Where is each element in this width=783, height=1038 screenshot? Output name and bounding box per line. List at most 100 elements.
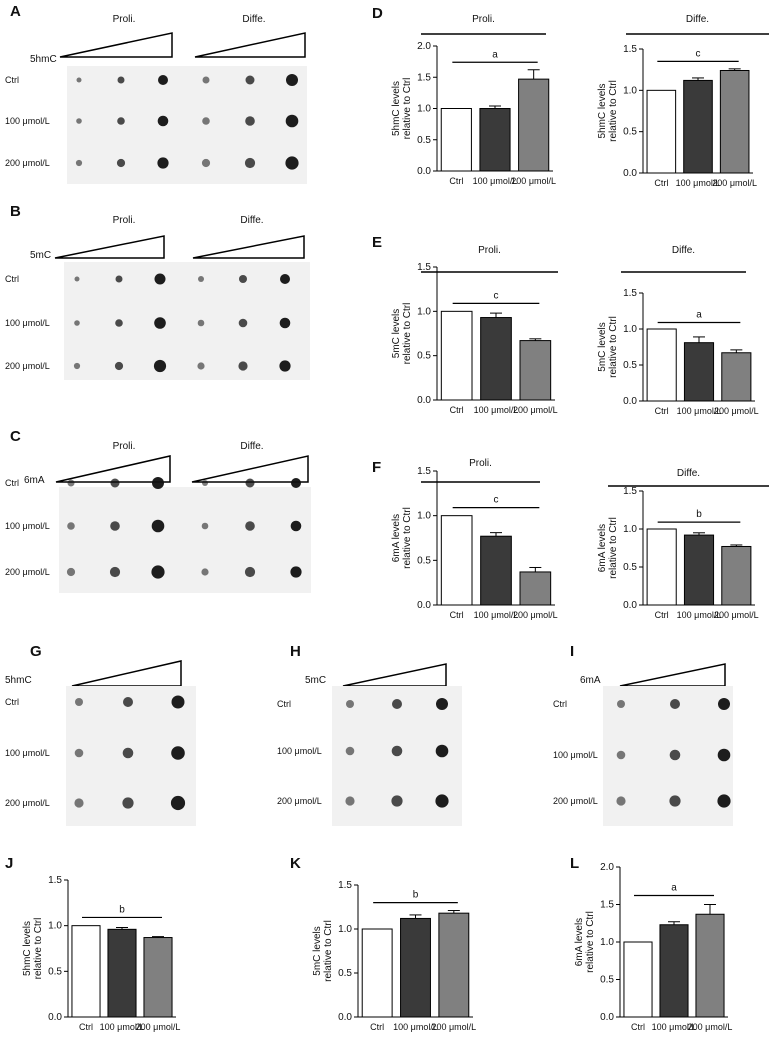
blot-row-label: 200 μmol/L [5, 567, 50, 577]
x-tick-label: 200 μmol/L [712, 178, 757, 188]
blot-dot [151, 565, 165, 579]
y-axis-label: 5hmC levelsrelative to Ctrl [597, 80, 619, 142]
blot-dot [239, 275, 247, 283]
blot-dot [123, 697, 133, 707]
blot-dot [201, 522, 209, 530]
y-tick-label: 1.5 [623, 486, 637, 497]
blot-dot [75, 698, 83, 706]
y-axis-label-line: 5mC levels [597, 322, 608, 371]
blot-row-label: Ctrl [5, 697, 19, 707]
blot-marker-label: 5mC [30, 250, 51, 261]
blot-row-label: Ctrl [5, 75, 19, 85]
y-tick-label: 0.0 [417, 395, 431, 406]
blot-dot [245, 521, 255, 531]
significance-letter: c [696, 48, 701, 59]
blot-row-label: 100 μmol/L [553, 750, 598, 760]
y-tick-label: 1.5 [48, 875, 62, 886]
concentration-gradient-wedge [55, 455, 171, 483]
y-tick-label: 1.5 [417, 262, 431, 273]
blot-dot [669, 749, 681, 761]
concentration-gradient-wedge [191, 455, 309, 483]
y-tick-label: 1.5 [623, 288, 637, 299]
blot-group-label: Diffe. [240, 441, 263, 452]
blot-dot [245, 478, 255, 488]
blot-dot [201, 568, 209, 576]
y-tick-label: 0.5 [417, 351, 431, 362]
y-tick-label: 0.5 [600, 975, 614, 986]
x-tick-label: 100 μmol/L [473, 176, 518, 186]
panel-letter: B [10, 203, 21, 220]
bar [646, 89, 677, 174]
significance-letter: b [413, 890, 419, 901]
chart-title: Proli. [478, 245, 501, 256]
blot-membrane [67, 66, 307, 184]
blot-membrane [59, 487, 311, 593]
dot-blot-panel-c: C 6mA Proli. Diffe. Ctrl 100 μmol/L 200 μmol/L [5, 428, 311, 593]
x-tick-label: 200 μmol/L [431, 1022, 476, 1032]
bar [440, 515, 473, 606]
blot-dot [245, 116, 255, 126]
bar [683, 534, 715, 606]
y-tick-label: 1.5 [600, 900, 614, 911]
blot-dot [238, 318, 248, 328]
y-tick-label: 0.0 [48, 1012, 62, 1023]
blot-dot [436, 698, 448, 710]
blot-group-label: Proli. [113, 14, 136, 25]
dot-blot-panel-b: B 5mC Proli. Diffe. Ctrl 100 μmol/L 200 μmol/L [5, 203, 310, 380]
x-tick-label: 100 μmol/L [474, 610, 519, 620]
panel-letter: H [290, 643, 301, 660]
y-tick-label: 1.0 [417, 511, 431, 522]
blot-dot [76, 118, 82, 124]
panel-letter: G [30, 643, 42, 660]
blot-dot [392, 699, 402, 709]
blot-dot [67, 522, 75, 530]
y-tick-label: 0.0 [623, 396, 637, 407]
y-axis-label-line: 5mC levels [391, 309, 402, 358]
blot-marker-label: 5hmC [30, 54, 57, 65]
y-axis-label-line: 6mA levels [574, 918, 585, 966]
x-tick-label: 200 μmol/L [513, 610, 558, 620]
blot-dot [202, 76, 210, 84]
blot-dot [116, 158, 126, 168]
y-tick-label: 1.5 [623, 44, 637, 55]
blot-dot [110, 478, 120, 488]
y-tick-label: 0.0 [623, 168, 637, 179]
bar [646, 328, 677, 402]
chart-title: Diffe. [672, 245, 695, 256]
blot-membrane [64, 262, 310, 380]
y-axis-label-line: relative to Ctrl [608, 316, 619, 378]
blot-dot [201, 158, 211, 168]
blot-dot [280, 274, 290, 284]
blot-row-label: 100 μmol/L [5, 521, 50, 531]
blot-dot [76, 77, 82, 83]
y-axis-label: 5hmC levelsrelative to Ctrl [22, 918, 44, 980]
y-tick-label: 1.5 [338, 880, 352, 891]
blot-dot [391, 745, 403, 757]
blot-dot [158, 75, 168, 85]
y-tick-label: 0.0 [600, 1012, 614, 1023]
y-tick-label: 0.0 [623, 600, 637, 611]
y-tick-label: 1.0 [623, 524, 637, 535]
bar [480, 317, 512, 401]
bar-chart-d2: Diffe. 0.0 0.5 1.0 1.5 5hmC levelsrelative to… [597, 14, 769, 188]
blot-marker-label: 5mC [305, 675, 326, 686]
blot-dot [290, 520, 302, 532]
panel-letter: K [290, 855, 301, 872]
bar-chart-f2: Diffe. 0.0 0.5 1.0 1.5 6mA levelsrelative to … [597, 468, 769, 620]
blot-dot [198, 276, 204, 282]
y-axis-label: 5mC levelsrelative to Ctrl [391, 303, 413, 365]
blot-dot [171, 746, 185, 760]
x-tick-label: Ctrl [450, 610, 464, 620]
y-tick-label: 1.5 [417, 72, 431, 83]
bar [480, 535, 512, 606]
y-axis-label: 6mA levelsrelative to Ctrl [574, 911, 596, 973]
blot-dot [345, 746, 355, 756]
y-tick-label: 1.0 [417, 104, 431, 115]
y-tick-label: 1.0 [417, 306, 431, 317]
y-axis-label-line: 5hmC levels [22, 921, 33, 976]
bar [719, 69, 750, 174]
blot-dot [202, 480, 208, 486]
blot-dot [244, 566, 256, 578]
blot-dot [616, 796, 626, 806]
